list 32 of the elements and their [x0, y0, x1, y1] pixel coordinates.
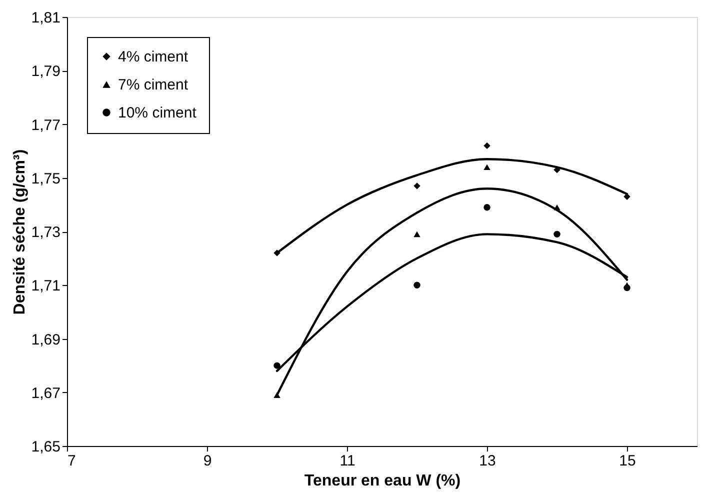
x-tick-label: 9 [203, 452, 212, 470]
legend-label: 7% ciment [118, 76, 189, 94]
y-tick-label: 1,71 [31, 278, 60, 295]
point [624, 193, 630, 200]
x-tick-label: 7 [68, 452, 76, 470]
y-tick-label: 1,73 [31, 224, 60, 241]
point [554, 204, 560, 210]
point [274, 362, 280, 369]
point [554, 230, 560, 238]
y-axis-title: Densité séche (g/cm³) [11, 149, 28, 315]
x-tick-label: 15 [619, 452, 636, 470]
y-tick-label: 1,65 [31, 438, 60, 456]
point [414, 282, 420, 288]
legend-label: 10% ciment [118, 104, 198, 122]
point [484, 142, 490, 150]
y-tick-label: 1,81 [31, 10, 60, 26]
y-tick-label: 1,75 [31, 170, 60, 188]
legend-label: 4% ciment [118, 48, 189, 66]
x-tick-label: 11 [340, 452, 356, 470]
x-tick-label: 13 [479, 452, 496, 470]
y-tick-label: 1,77 [31, 116, 60, 134]
point [484, 204, 490, 211]
y-tick-label: 1,67 [31, 384, 60, 402]
x-axis-title: Teneur en eau W (%) [304, 472, 461, 490]
point [624, 284, 630, 292]
y-tick-label: 1,69 [31, 331, 60, 348]
point [274, 392, 280, 398]
point [414, 182, 420, 190]
point [414, 231, 420, 238]
y-tick-label: 1,79 [31, 63, 60, 80]
point [274, 250, 280, 256]
point [484, 164, 490, 170]
